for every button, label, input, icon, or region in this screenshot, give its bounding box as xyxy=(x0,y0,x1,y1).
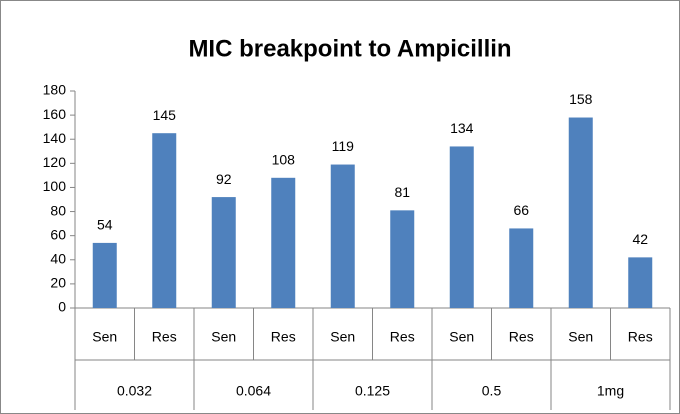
y-tick-label: 80 xyxy=(50,202,66,218)
bar xyxy=(271,177,296,308)
y-tick-label: 140 xyxy=(43,130,67,146)
group-label: 0.032 xyxy=(117,383,152,399)
bar xyxy=(628,257,653,308)
bar xyxy=(330,164,355,308)
bar xyxy=(509,228,534,308)
data-label: 134 xyxy=(450,120,474,136)
chart-title: MIC breakpoint to Ampicillin xyxy=(188,35,511,62)
x-tick-label: Sen xyxy=(449,329,474,345)
group-label: 0.064 xyxy=(236,383,271,399)
y-tick-label: 40 xyxy=(50,250,66,266)
x-tick-label: Res xyxy=(628,329,653,345)
bar xyxy=(449,146,474,308)
y-tick-label: 160 xyxy=(43,106,67,122)
bar xyxy=(211,197,236,308)
y-tick-label: 0 xyxy=(58,299,66,315)
x-tick-label: Res xyxy=(390,329,415,345)
data-label: 119 xyxy=(332,138,355,154)
bar xyxy=(390,210,415,308)
group-label: 0.125 xyxy=(355,383,390,399)
data-label: 81 xyxy=(394,184,410,200)
y-tick-label: 20 xyxy=(50,275,66,291)
x-tick-label: Res xyxy=(271,329,296,345)
group-label: 0.5 xyxy=(482,383,502,399)
data-label: 108 xyxy=(272,152,296,168)
x-tick-label: Sen xyxy=(330,329,355,345)
data-label: 145 xyxy=(153,107,177,123)
bar xyxy=(92,242,117,308)
y-tick-label: 180 xyxy=(43,82,67,98)
y-tick-label: 120 xyxy=(43,154,67,170)
data-label: 92 xyxy=(216,171,232,187)
data-label: 158 xyxy=(569,91,593,107)
data-label: 42 xyxy=(632,231,648,247)
group-label: 1mg xyxy=(597,383,624,399)
x-tick-label: Sen xyxy=(568,329,593,345)
x-tick-label: Res xyxy=(152,329,177,345)
data-label: 66 xyxy=(513,202,529,218)
bar xyxy=(568,117,593,309)
data-label: 54 xyxy=(97,217,113,233)
y-tick-label: 60 xyxy=(50,226,66,242)
y-tick-label: 100 xyxy=(43,178,67,194)
x-tick-label: Sen xyxy=(92,329,117,345)
x-tick-label: Res xyxy=(509,329,534,345)
x-tick-label: Sen xyxy=(211,329,236,345)
bar xyxy=(152,133,177,308)
